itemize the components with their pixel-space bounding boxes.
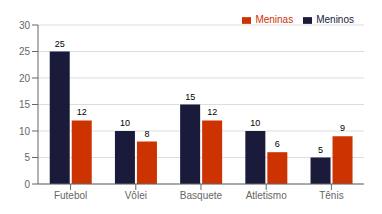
svg-text:5: 5: [318, 145, 323, 155]
svg-text:25: 25: [55, 39, 65, 49]
svg-text:Basquete: Basquete: [180, 190, 223, 201]
svg-text:9: 9: [340, 123, 345, 133]
svg-text:10: 10: [19, 126, 31, 137]
svg-text:25: 25: [19, 46, 31, 57]
svg-text:8: 8: [144, 129, 149, 139]
svg-text:15: 15: [185, 92, 195, 102]
svg-text:Futebol: Futebol: [54, 190, 87, 201]
svg-text:15: 15: [19, 99, 31, 110]
html-text:Meninas: Meninas: [255, 14, 294, 25]
html-text:Meninos: Meninos: [316, 14, 354, 25]
svg-text:6: 6: [275, 139, 280, 149]
svg-text:30: 30: [19, 20, 31, 31]
svg-text:0: 0: [24, 179, 30, 190]
svg-text:20: 20: [19, 73, 31, 84]
svg-text:5: 5: [24, 152, 30, 163]
svg-text:10: 10: [250, 118, 260, 128]
svg-text:Tênis: Tênis: [319, 190, 343, 201]
svg-text:Vôlei: Vôlei: [125, 190, 147, 201]
svg-text:10: 10: [120, 118, 130, 128]
svg-text:12: 12: [77, 107, 87, 117]
svg-text:12: 12: [207, 107, 217, 117]
svg-text:Atletismo: Atletismo: [246, 190, 288, 201]
